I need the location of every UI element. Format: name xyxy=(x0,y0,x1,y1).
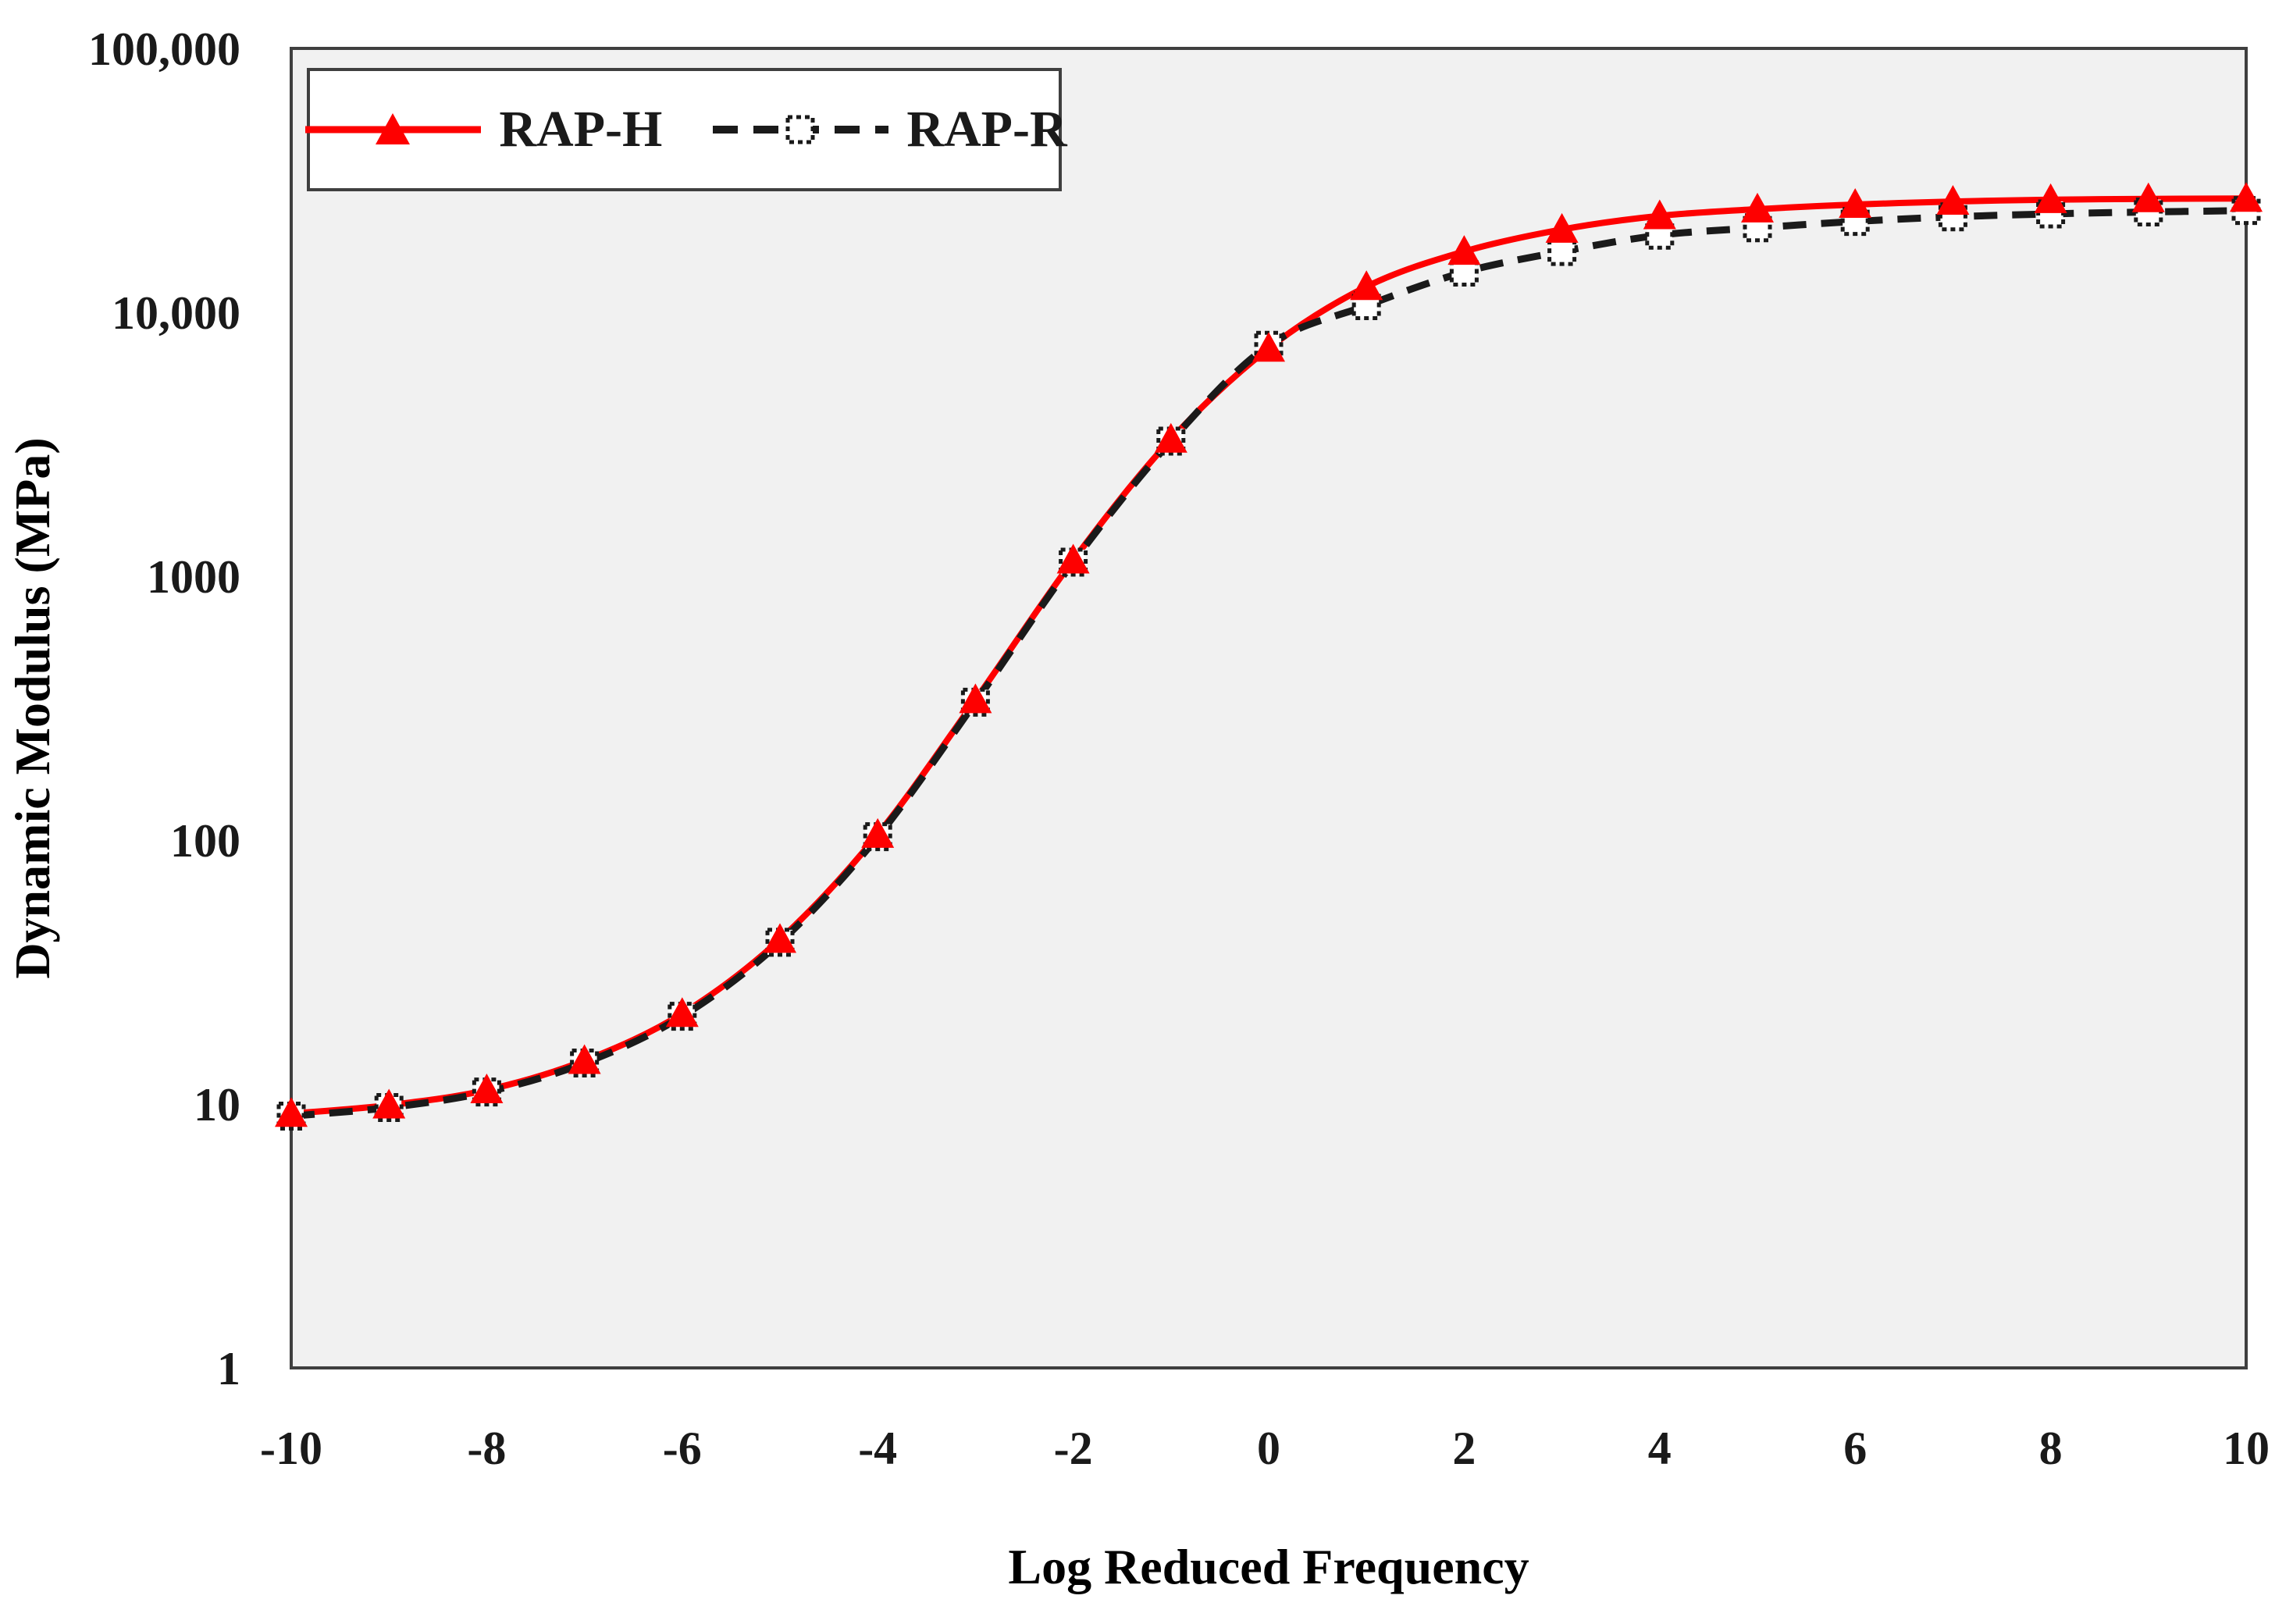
x-tick-label: 10 xyxy=(2223,1423,2270,1474)
legend-item-rap-r: RAP-R xyxy=(709,100,1067,159)
rap-h-marker xyxy=(1545,212,1579,243)
rap-h-swatch-triangle-icon xyxy=(376,113,411,144)
rap-h-marker xyxy=(1643,199,1676,230)
rap-h-marker xyxy=(1936,185,1970,215)
rap-h-marker xyxy=(2230,182,2263,212)
legend-item-rap-h: RAP-H xyxy=(301,100,662,159)
rap-r-swatch-square-icon xyxy=(785,115,815,144)
y-tick-label: 10 xyxy=(194,1079,240,1131)
rap-h-marker xyxy=(861,817,895,848)
x-tick-label: 4 xyxy=(1648,1423,1672,1474)
rap-h-marker xyxy=(372,1088,406,1119)
rap-h-marker xyxy=(665,997,699,1027)
rap-h-marker xyxy=(568,1044,601,1074)
x-tick-label: -8 xyxy=(467,1423,506,1474)
rap-h-marker xyxy=(470,1074,504,1104)
rap-h-marker xyxy=(2131,182,2165,212)
plot-area xyxy=(290,47,2248,1369)
y-tick-label: 100 xyxy=(170,815,240,867)
legend: RAP-H RAP-R xyxy=(305,68,1067,191)
x-tick-label: -2 xyxy=(1054,1423,1093,1474)
x-tick-label: -4 xyxy=(858,1423,897,1474)
rap-h-marker xyxy=(1154,422,1187,453)
rap-h-marker xyxy=(2034,183,2067,213)
rap-r-dash-square-icon xyxy=(713,115,889,144)
rap-h-marker xyxy=(1350,270,1383,301)
x-tick-label: -10 xyxy=(260,1423,322,1474)
y-tick-label: 10,000 xyxy=(112,287,240,339)
rap-h-marker xyxy=(1839,188,1872,219)
x-tick-label: 0 xyxy=(1257,1423,1280,1474)
x-tick-label: 2 xyxy=(1452,1423,1476,1474)
y-axis-title: Dynamic Modulus (MPa) xyxy=(5,437,60,979)
rap-h-marker xyxy=(275,1097,308,1127)
legend-label-rap-h: RAP-H xyxy=(499,101,663,158)
rap-h-marker xyxy=(1741,192,1774,223)
legend-label-rap-r: RAP-R xyxy=(906,101,1067,158)
x-tick-label: 6 xyxy=(1843,1423,1867,1474)
y-tick-label: 1000 xyxy=(147,551,240,603)
x-tick-label: 8 xyxy=(2039,1423,2063,1474)
x-axis-title: Log Reduced Frequency xyxy=(1008,1539,1529,1594)
rap-h-marker xyxy=(764,923,796,953)
rap-h-line-triangle-icon xyxy=(305,113,482,144)
x-tick-label: -6 xyxy=(663,1423,702,1474)
rap-h-marker xyxy=(1447,235,1481,265)
rap-h-marker xyxy=(1252,332,1285,362)
rap-h-marker xyxy=(959,683,992,714)
rap-h-marker xyxy=(1056,543,1090,574)
rap-r-line xyxy=(290,207,2247,1120)
y-tick-label: 100,000 xyxy=(88,23,240,75)
y-tick-label: 1 xyxy=(217,1343,240,1394)
